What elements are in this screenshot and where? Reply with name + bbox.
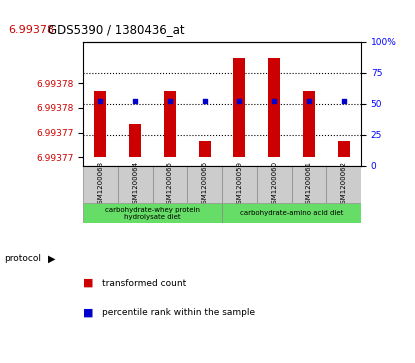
Bar: [337, 141, 350, 158]
Text: 6.99378: 6.99378: [8, 25, 54, 35]
Text: GSM1200059: GSM1200059: [237, 161, 242, 208]
Text: ▶: ▶: [48, 253, 55, 264]
Text: GSM1200065: GSM1200065: [167, 161, 173, 208]
Bar: [222, 166, 257, 203]
Text: percentile rank within the sample: percentile rank within the sample: [102, 308, 255, 317]
Bar: [153, 166, 187, 203]
Text: protocol: protocol: [4, 254, 41, 263]
Bar: [291, 166, 326, 203]
Text: ■: ■: [83, 307, 93, 317]
Text: GSM1200064: GSM1200064: [132, 161, 138, 208]
Bar: [187, 166, 222, 203]
Bar: [257, 166, 291, 203]
Point: [236, 98, 243, 104]
Text: GSM1200060: GSM1200060: [271, 161, 277, 208]
Text: GSM1200062: GSM1200062: [341, 161, 347, 208]
Bar: [222, 203, 361, 223]
Point: [340, 98, 347, 104]
Text: carbohydrate-whey protein
hydrolysate diet: carbohydrate-whey protein hydrolysate di…: [105, 207, 200, 220]
Point: [166, 98, 173, 104]
Point: [271, 98, 278, 104]
Point: [132, 98, 139, 104]
Bar: [268, 58, 280, 158]
Bar: [303, 91, 315, 158]
Bar: [118, 166, 153, 203]
Bar: [83, 166, 118, 203]
Text: transformed count: transformed count: [102, 279, 186, 287]
Text: GSM1200063: GSM1200063: [98, 161, 103, 208]
Point: [305, 98, 312, 104]
Text: ■: ■: [83, 278, 93, 288]
Bar: [83, 203, 222, 223]
Text: GDS5390 / 1380436_at: GDS5390 / 1380436_at: [48, 23, 184, 36]
Bar: [233, 58, 246, 158]
Bar: [164, 91, 176, 158]
Text: carbohydrate-amino acid diet: carbohydrate-amino acid diet: [240, 210, 343, 216]
Text: GSM1200066: GSM1200066: [202, 161, 208, 208]
Point: [201, 98, 208, 104]
Bar: [198, 141, 211, 158]
Point: [97, 98, 104, 104]
Bar: [129, 125, 141, 158]
Text: GSM1200061: GSM1200061: [306, 161, 312, 208]
Bar: [326, 166, 361, 203]
Bar: [94, 91, 107, 158]
